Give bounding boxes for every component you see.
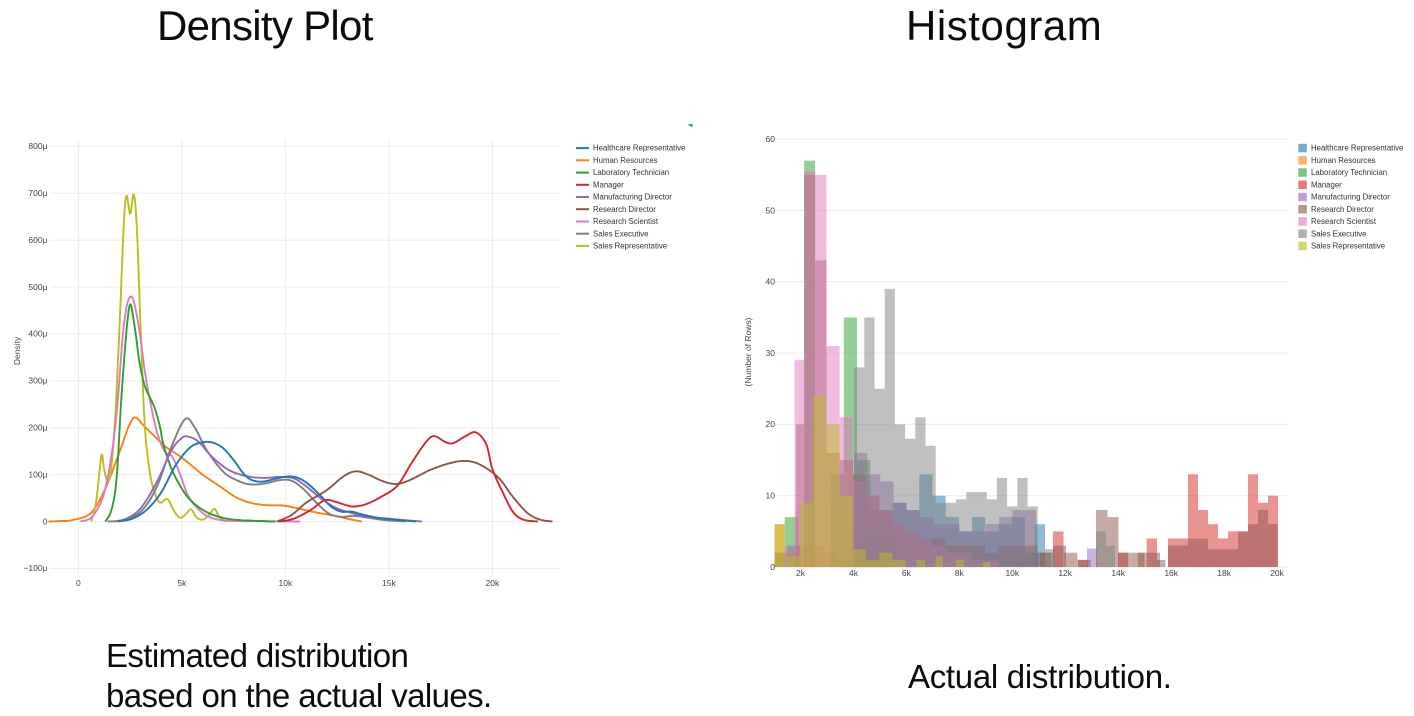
svg-text:50: 50 [766, 205, 776, 215]
svg-text:18k: 18k [1217, 568, 1231, 578]
svg-text:20k: 20k [486, 578, 500, 588]
svg-text:12k: 12k [1058, 568, 1072, 578]
svg-text:200μ: 200μ [28, 422, 47, 432]
svg-text:20: 20 [766, 419, 776, 429]
svg-text:Research Director: Research Director [1311, 205, 1374, 214]
svg-text:Sales Executive: Sales Executive [1311, 229, 1366, 238]
svg-text:2k: 2k [796, 568, 806, 578]
svg-text:Research Scientist: Research Scientist [593, 217, 659, 226]
svg-text:0: 0 [770, 562, 775, 572]
svg-text:Research Scientist: Research Scientist [1311, 217, 1377, 226]
svg-text:Human Resources: Human Resources [593, 156, 658, 165]
svg-text:700μ: 700μ [28, 188, 47, 198]
svg-text:Manager: Manager [593, 180, 624, 189]
svg-text:Sales Representative: Sales Representative [1311, 242, 1385, 251]
svg-text:500μ: 500μ [28, 282, 47, 292]
svg-text:0: 0 [43, 516, 48, 526]
svg-text:Manager: Manager [1311, 180, 1342, 189]
svg-text:60: 60 [766, 134, 776, 144]
svg-text:8k: 8k [955, 568, 965, 578]
svg-text:Density: Density [12, 336, 22, 365]
svg-text:6k: 6k [902, 568, 912, 578]
svg-text:−100μ: −100μ [23, 563, 47, 573]
svg-text:10: 10 [766, 490, 776, 500]
svg-text:4k: 4k [849, 568, 859, 578]
svg-text:600μ: 600μ [28, 235, 47, 245]
svg-text:Laboratory Technician: Laboratory Technician [593, 168, 669, 177]
svg-text:40: 40 [766, 277, 776, 287]
svg-text:20k: 20k [1270, 568, 1284, 578]
svg-text:Laboratory Technician: Laboratory Technician [1311, 168, 1387, 177]
svg-text:10k: 10k [1005, 568, 1019, 578]
svg-text:800μ: 800μ [28, 141, 47, 151]
svg-text:Manufacturing Director: Manufacturing Director [593, 193, 672, 202]
svg-text:Research Director: Research Director [593, 205, 656, 214]
svg-text:5k: 5k [177, 578, 187, 588]
svg-text:15k: 15k [382, 578, 396, 588]
svg-text:10k: 10k [279, 578, 293, 588]
svg-text:Human Resources: Human Resources [1311, 156, 1376, 165]
svg-text:Healthcare Representative: Healthcare Representative [593, 144, 685, 153]
svg-text:Manufacturing Director: Manufacturing Director [1311, 193, 1390, 202]
svg-text:300μ: 300μ [28, 376, 47, 386]
svg-text:Sales Executive: Sales Executive [593, 229, 648, 238]
svg-text:Sales Representative: Sales Representative [593, 242, 667, 251]
svg-text:400μ: 400μ [28, 329, 47, 339]
svg-text:(Number of Rows): (Number of Rows) [743, 317, 753, 386]
svg-text:100μ: 100μ [28, 469, 47, 479]
svg-text:30: 30 [766, 348, 776, 358]
svg-text:0: 0 [76, 578, 81, 588]
svg-text:14k: 14k [1111, 568, 1125, 578]
svg-text:16k: 16k [1164, 568, 1178, 578]
svg-text:Healthcare Representative: Healthcare Representative [1311, 144, 1403, 153]
